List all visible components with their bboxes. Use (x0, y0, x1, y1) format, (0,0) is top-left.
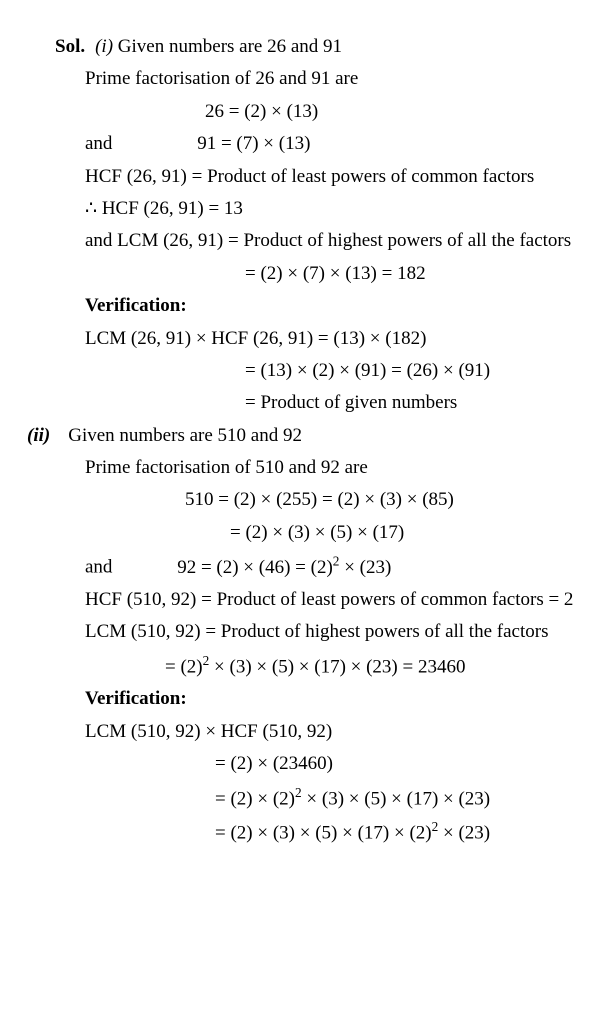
part-ii-label: (ii) (27, 421, 50, 451)
line-sol-given: Sol. (i) Given numbers are 26 and 91 (55, 32, 580, 62)
eq-26: 26 = (2) × (13) (55, 97, 580, 127)
verify2-i: = (13) × (2) × (91) = (26) × (91) (55, 356, 580, 386)
verify1-ii: LCM (510, 92) × HCF (510, 92) (55, 717, 580, 747)
solution-block: Sol. (i) Given numbers are 26 and 91 Pri… (55, 32, 580, 849)
sol-label: Sol. (55, 32, 85, 62)
eq-510b: = (2) × (3) × (5) × (17) (55, 518, 580, 548)
eq-91-line: and 91 = (7) × (13) (55, 129, 580, 159)
lcm-result-ii: = (2)2 × (3) × (5) × (17) × (23) = 23460 (55, 650, 580, 683)
hcf-def-ii: HCF (510, 92) = Product of least powers … (55, 585, 580, 615)
lcm-result-i: = (2) × (7) × (13) = 182 (55, 259, 580, 289)
verification-label-i: Verification: (55, 291, 580, 321)
verify3-ii: = (2) × (2)2 × (3) × (5) × (17) × (23) (55, 782, 580, 815)
eq-510a: 510 = (2) × (255) = (2) × (3) × (85) (55, 485, 580, 515)
prime-heading-i: Prime factorisation of 26 and 91 are (55, 64, 580, 94)
lcm-def-ii: LCM (510, 92) = Product of highest power… (55, 617, 580, 647)
verification-label-ii: Verification: (55, 684, 580, 714)
verify1-i: LCM (26, 91) × HCF (26, 91) = (13) × (18… (55, 324, 580, 354)
verify4-ii: = (2) × (3) × (5) × (17) × (2)2 × (23) (55, 816, 580, 849)
lcm-def-i: and LCM (26, 91) = Product of highest po… (55, 226, 580, 256)
eq-92-line: and 92 = (2) × (46) = (2)2 × (23) (55, 550, 580, 583)
line-ii-given: (ii) Given numbers are 510 and 92 (55, 421, 580, 451)
given-ii: Given numbers are 510 and 92 (68, 421, 302, 451)
verify3-i: = Product of given numbers (55, 388, 580, 418)
verify2-ii: = (2) × (23460) (55, 749, 580, 779)
hcf-def-i: HCF (26, 91) = Product of least powers o… (55, 162, 580, 192)
hcf-result-i: ∴ HCF (26, 91) = 13 (55, 194, 580, 224)
part-i-marker: (i) Given numbers are 26 and 91 (95, 32, 342, 62)
prime-heading-ii: Prime factorisation of 510 and 92 are (55, 453, 580, 483)
